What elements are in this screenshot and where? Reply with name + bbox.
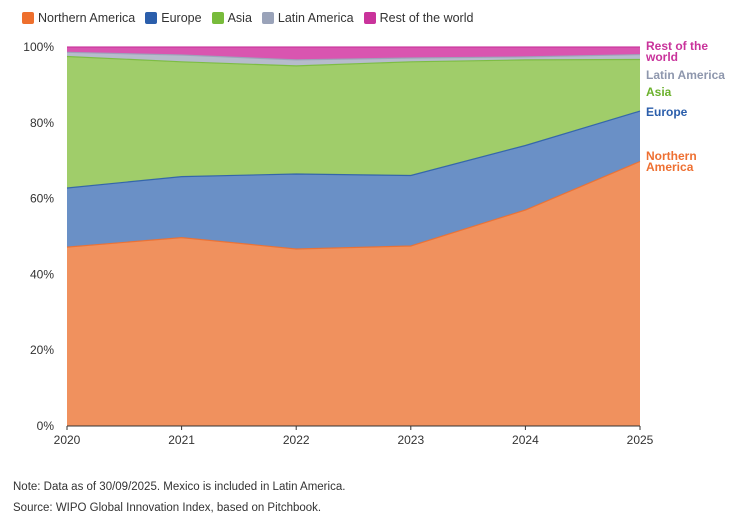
end-label-asia: Asia <box>646 85 672 99</box>
note-text: Note: Data as of 30/09/2025. Mexico is i… <box>13 481 346 493</box>
area-europe <box>67 111 640 249</box>
legend-label-northern-america: Northern America <box>38 11 136 25</box>
legend-label-europe: Europe <box>161 11 202 25</box>
legend-label-asia: Asia <box>227 11 252 25</box>
x-tick-label: 2025 <box>627 433 654 447</box>
area-asia <box>67 56 640 188</box>
area-northern-america <box>67 161 640 426</box>
x-tick-label: 2021 <box>168 433 195 447</box>
stacked-area-chart: 0% 20% 40% 60% 80% 100% 2020 2021 2022 2023 2024 20… <box>23 39 725 447</box>
y-tick-label: 60% <box>30 192 54 206</box>
legend-label-rest-of-world: Rest of the world <box>379 11 474 25</box>
legend-item-latin-america[interactable]: Latin America <box>261 11 354 25</box>
y-tick-label: 0% <box>37 419 55 433</box>
x-tick-label: 2020 <box>54 433 81 447</box>
y-tick-label: 80% <box>30 116 54 130</box>
end-label-rest-of-the-world: Rest of the world <box>645 39 708 64</box>
source-text: Source: WIPO Global Innovation Index, ba… <box>13 502 322 514</box>
line-northern-america <box>66 160 641 250</box>
legend-item-northern-america[interactable]: Northern America <box>22 11 135 25</box>
line-europe <box>66 110 641 189</box>
legend-label-latin-america: Latin America <box>277 11 354 25</box>
line-asia <box>66 55 641 67</box>
x-tick-label: 2022 <box>283 433 310 447</box>
end-label-latin-america: Latin America <box>646 68 725 82</box>
legend-swatch-rest-of-world <box>363 12 376 24</box>
legend-item-rest-of-world[interactable]: Rest of the world <box>363 11 474 25</box>
legend: Northern America Europe Asia Latin Ameri… <box>22 11 473 25</box>
legend-swatch-asia <box>211 12 224 24</box>
x-tick-label: 2023 <box>397 433 424 447</box>
end-label-europe: Europe <box>646 105 688 119</box>
y-tick-label: 100% <box>23 40 54 54</box>
legend-item-asia[interactable]: Asia <box>211 11 252 25</box>
y-tick-label: 40% <box>30 267 54 281</box>
end-label-northern-america: Northern America <box>646 149 697 174</box>
legend-item-europe[interactable]: Europe <box>145 11 202 25</box>
legend-swatch-europe <box>145 12 158 24</box>
chart-notes: Note: Data as of 30/09/2025. Mexico is i… <box>13 477 345 519</box>
x-tick-label: 2024 <box>512 433 539 447</box>
line-latin-america <box>66 51 641 61</box>
legend-swatch-latin-america <box>261 12 274 24</box>
legend-swatch-northern-america <box>22 12 34 24</box>
y-tick-label: 20% <box>30 343 54 357</box>
